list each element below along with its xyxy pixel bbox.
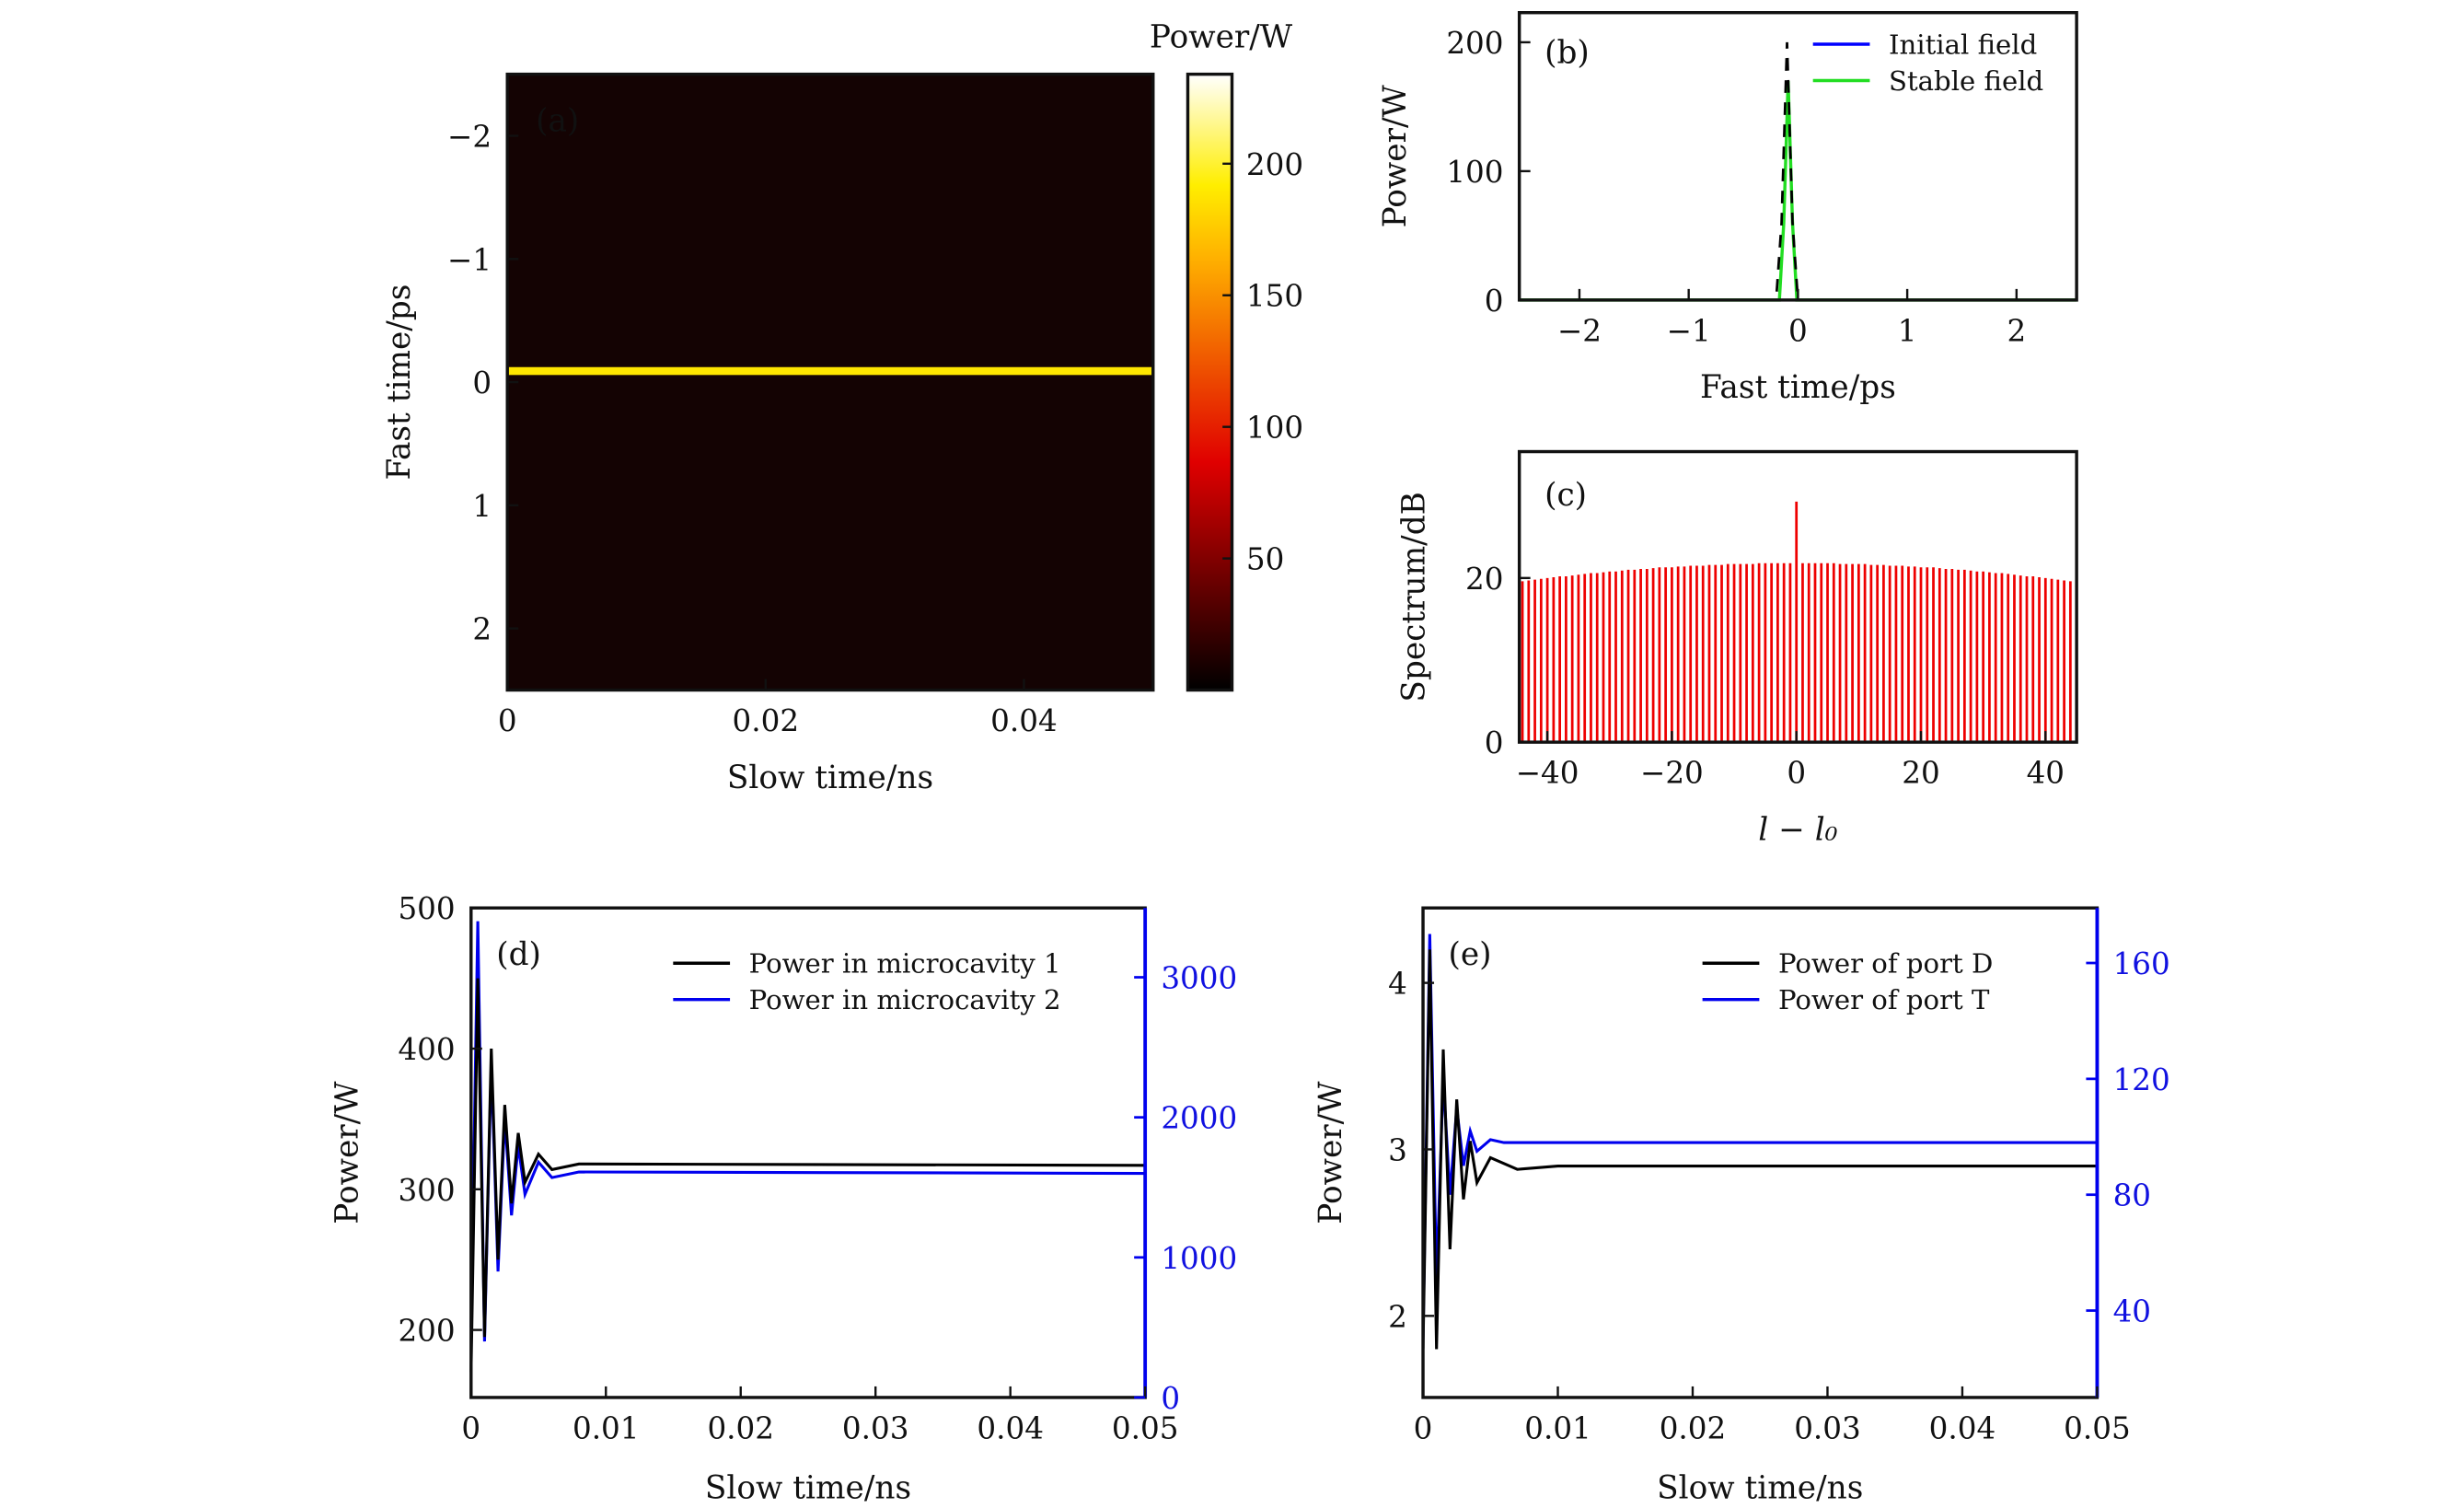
colorbar-tick-label: 100	[1246, 411, 1303, 446]
plot-frame	[1517, 449, 2078, 744]
x-tick-label: −1	[1667, 313, 1711, 348]
x-tick-label: 0.04	[1929, 1411, 1996, 1446]
x-tick-label: 0.02	[707, 1411, 774, 1446]
x-axis-label: Slow time/ns	[705, 1470, 911, 1507]
series-initial-field	[1519, 41, 2077, 302]
x-tick-label: 0.03	[842, 1411, 909, 1446]
x-tick-label: 40	[2027, 756, 2065, 791]
y-tick-label: 100	[1446, 155, 1503, 190]
y-tick-label: 0	[1485, 284, 1504, 319]
colorbar-tick-label: 150	[1246, 279, 1303, 314]
x-tick-label: 20	[1902, 756, 1939, 791]
x-tick-label: 0.05	[1112, 1411, 1179, 1446]
right-y-tick-label: 160	[2113, 946, 2170, 981]
colorbar-label: Power/W	[1150, 18, 1293, 55]
x-tick-label: 0.02	[1660, 1411, 1727, 1446]
x-tick-label: 0.05	[2064, 1411, 2131, 1446]
panel-label: (b)	[1544, 35, 1590, 72]
panel-label: (a)	[536, 102, 579, 139]
y-tick-label: 200	[1446, 26, 1503, 61]
x-tick-label: −20	[1640, 756, 1704, 791]
colorbar	[1186, 72, 1234, 692]
y-axis-label: Power/W	[329, 1081, 365, 1224]
panel-a-heatmap: 0 0.02 0.04 −2 −1 0 1 2 Slow time/ns Fast time/ps…	[381, 18, 1303, 795]
x-tick-label: 0	[1414, 1411, 1433, 1446]
colorbar-tick-label: 200	[1246, 147, 1303, 182]
x-tick-label: 0	[498, 703, 517, 738]
right-y-tick-label: 2000	[1161, 1101, 1237, 1136]
panel-c-spectrum-chart: −40 −20 0 20 40 0 20 l − l₀ Spectrum/dB (c)	[1396, 449, 2078, 848]
plot-frame	[469, 906, 1147, 1399]
y-tick-label: 400	[398, 1032, 455, 1067]
heatmap-background	[507, 74, 1153, 690]
x-tick-label: 0.04	[977, 1411, 1044, 1446]
x-axis-label: Slow time/ns	[1657, 1470, 1863, 1507]
soliton-trace	[507, 366, 1153, 376]
x-tick-label: −40	[1516, 756, 1579, 791]
x-axis-label: Slow time/ns	[727, 760, 933, 796]
panel-label: (c)	[1544, 477, 1587, 514]
series-line	[469, 921, 1146, 1342]
y-tick-label: 500	[398, 891, 455, 926]
y-tick-label: 0	[1485, 725, 1504, 760]
panel-e-line-chart: 0 0.01 0.02 0.03 0.04 0.05 2 3 4 40 80 120 160 Slow t…	[1313, 906, 2170, 1507]
legend-label: Power in microcavity 2	[749, 984, 1061, 1015]
y-tick-label: −2	[447, 120, 492, 155]
series-line	[1421, 934, 2098, 1340]
y-axis-label: Fast time/ps	[381, 284, 418, 481]
y-axis-label: Spectrum/dB	[1396, 492, 1433, 702]
panel-label: (e)	[1448, 936, 1491, 973]
y-tick-label: −1	[447, 242, 492, 277]
legend-label: Initial field	[1889, 29, 2037, 60]
right-y-tick-label: 1000	[1161, 1241, 1237, 1276]
legend-label: Power in microcavity 1	[749, 948, 1061, 980]
x-tick-label: −2	[1557, 313, 1602, 348]
x-tick-label: 1	[1898, 313, 1917, 348]
y-axis-label: Power/W	[1313, 1081, 1349, 1224]
y-tick-label: 2	[1388, 1299, 1407, 1334]
y-tick-label: 20	[1465, 562, 1503, 597]
panel-label: (d)	[496, 936, 541, 973]
legend-label: Power of port D	[1778, 948, 1993, 980]
right-y-tick-label: 3000	[1161, 961, 1237, 996]
x-tick-label: 0.04	[990, 703, 1058, 738]
series-line	[469, 978, 1146, 1373]
x-tick-label: 2	[2007, 313, 2026, 348]
x-tick-label: 0.01	[1524, 1411, 1591, 1446]
y-tick-label: 1	[472, 489, 492, 524]
panel-b-line-chart: −2 −1 0 1 2 0 100 200 Fast time/ps Power/W (b) Init…	[1377, 11, 2078, 406]
x-tick-label: 0.03	[1794, 1411, 1861, 1446]
legend-label: Stable field	[1889, 65, 2043, 97]
x-tick-label: 0	[461, 1411, 480, 1446]
y-tick-label: 0	[472, 365, 492, 400]
right-y-tick-label: 0	[1161, 1381, 1180, 1416]
right-y-tick-label: 120	[2113, 1062, 2170, 1097]
right-y-tick-label: 40	[2113, 1294, 2151, 1329]
x-tick-label: 0.02	[733, 703, 800, 738]
legend-label: Power of port T	[1778, 984, 1990, 1015]
panel-d-line-chart: 0 0.01 0.02 0.03 0.04 0.05 200 300 400 500 0 1000 20…	[329, 891, 1237, 1506]
series-stable-field	[1519, 80, 2077, 302]
plot-frame	[1421, 906, 2100, 1399]
y-axis-label: Power/W	[1377, 84, 1414, 227]
colorbar-tick-label: 50	[1246, 542, 1284, 577]
right-y-tick-label: 80	[2113, 1178, 2151, 1213]
x-tick-label: 0.01	[573, 1411, 640, 1446]
x-axis-label: l − l₀	[1758, 811, 1837, 848]
y-tick-label: 300	[398, 1173, 455, 1208]
x-tick-label: 0	[1788, 313, 1808, 348]
series-line	[1421, 949, 2098, 1350]
x-tick-label: 0	[1787, 756, 1806, 791]
y-tick-label: 200	[398, 1314, 455, 1349]
y-tick-label: 4	[1388, 967, 1407, 1002]
y-tick-label: 2	[472, 612, 492, 647]
y-tick-label: 3	[1388, 1132, 1407, 1167]
x-axis-label: Fast time/ps	[1700, 369, 1896, 406]
